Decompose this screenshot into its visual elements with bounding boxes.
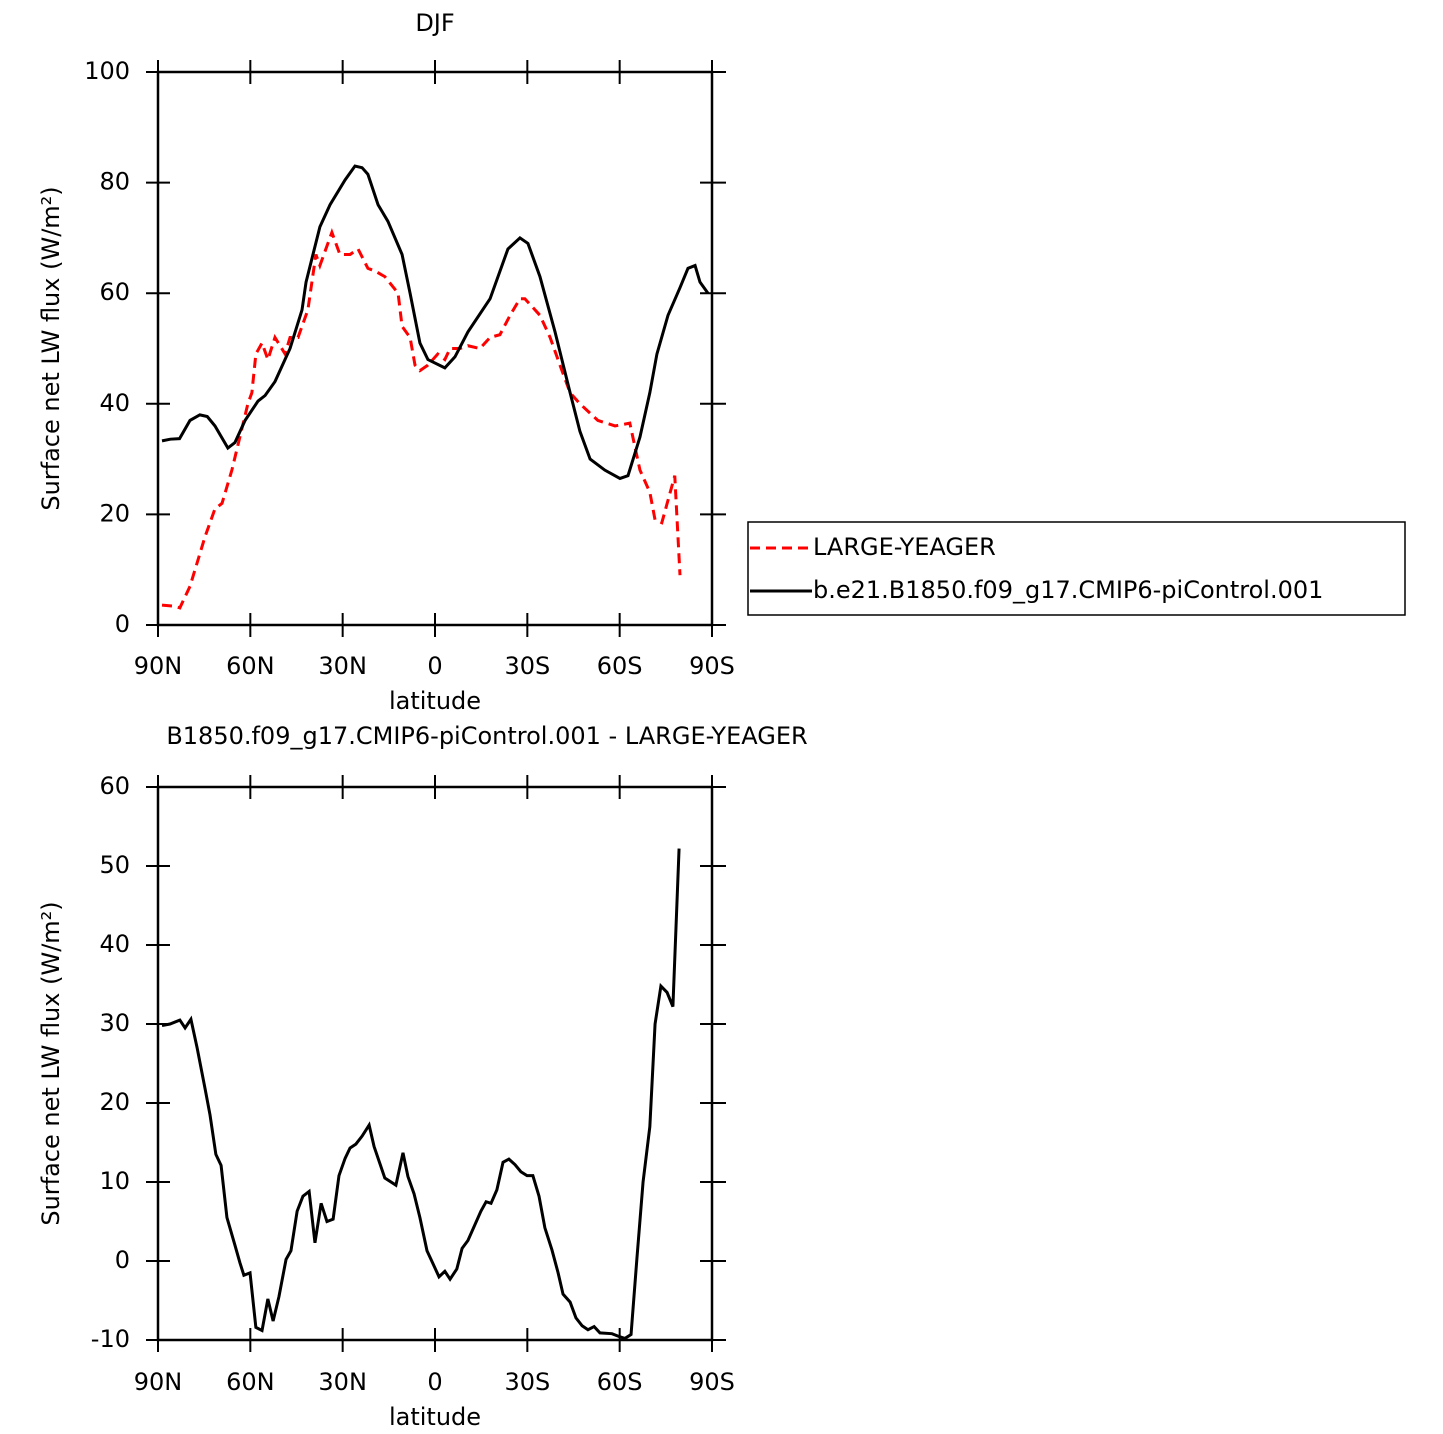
x-tick-label: 60N — [226, 1368, 275, 1396]
y-tick-label: 0 — [115, 610, 130, 638]
y-tick-label: 0 — [115, 1246, 130, 1274]
y-tick-label: 60 — [99, 278, 130, 306]
legend-label: b.e21.B1850.f09_g17.CMIP6-piControl.001 — [813, 576, 1323, 604]
x-axis-label: latitude — [389, 1403, 481, 1431]
chart-title: DJF — [415, 9, 454, 37]
x-tick-label: 90N — [134, 1368, 183, 1396]
x-tick-label: 30S — [504, 1368, 550, 1396]
y-tick-label: 60 — [99, 772, 130, 800]
x-tick-label: 90N — [134, 652, 183, 680]
y-tick-label: 40 — [99, 930, 130, 958]
plot-frame — [156, 70, 714, 627]
chart-title: B1850.f09_g17.CMIP6-piControl.001 - LARG… — [166, 722, 807, 750]
data-line — [161, 848, 681, 1341]
x-tick-label: 90S — [689, 652, 735, 680]
data-line — [161, 227, 682, 610]
y-tick-label: 100 — [84, 57, 130, 85]
y-tick-label: 20 — [99, 499, 130, 527]
legend-label: LARGE-YEAGER — [813, 533, 996, 561]
plot-frame — [156, 785, 714, 1342]
x-tick-label: 30S — [504, 652, 550, 680]
x-tick-label: 0 — [427, 1368, 442, 1396]
y-tick-label: -10 — [91, 1325, 130, 1353]
y-axis-label: Surface net LW flux (W/m²) — [37, 186, 65, 510]
x-tick-label: 30N — [318, 1368, 367, 1396]
y-tick-label: 20 — [99, 1088, 130, 1116]
x-tick-label: 60S — [597, 652, 643, 680]
y-tick-label: 40 — [99, 389, 130, 417]
y-tick-label: 80 — [99, 168, 130, 196]
x-tick-label: 60S — [597, 1368, 643, 1396]
data-line — [161, 164, 710, 481]
y-axis-label: Surface net LW flux (W/m²) — [37, 901, 65, 1225]
x-tick-label: 0 — [427, 652, 442, 680]
x-tick-label: 60N — [226, 652, 275, 680]
x-tick-label: 90S — [689, 1368, 735, 1396]
y-tick-label: 10 — [99, 1167, 130, 1195]
y-tick-label: 50 — [99, 851, 130, 879]
y-tick-label: 30 — [99, 1009, 130, 1037]
x-axis-label: latitude — [389, 687, 481, 715]
legend-box — [747, 521, 1406, 616]
x-tick-label: 30N — [318, 652, 367, 680]
